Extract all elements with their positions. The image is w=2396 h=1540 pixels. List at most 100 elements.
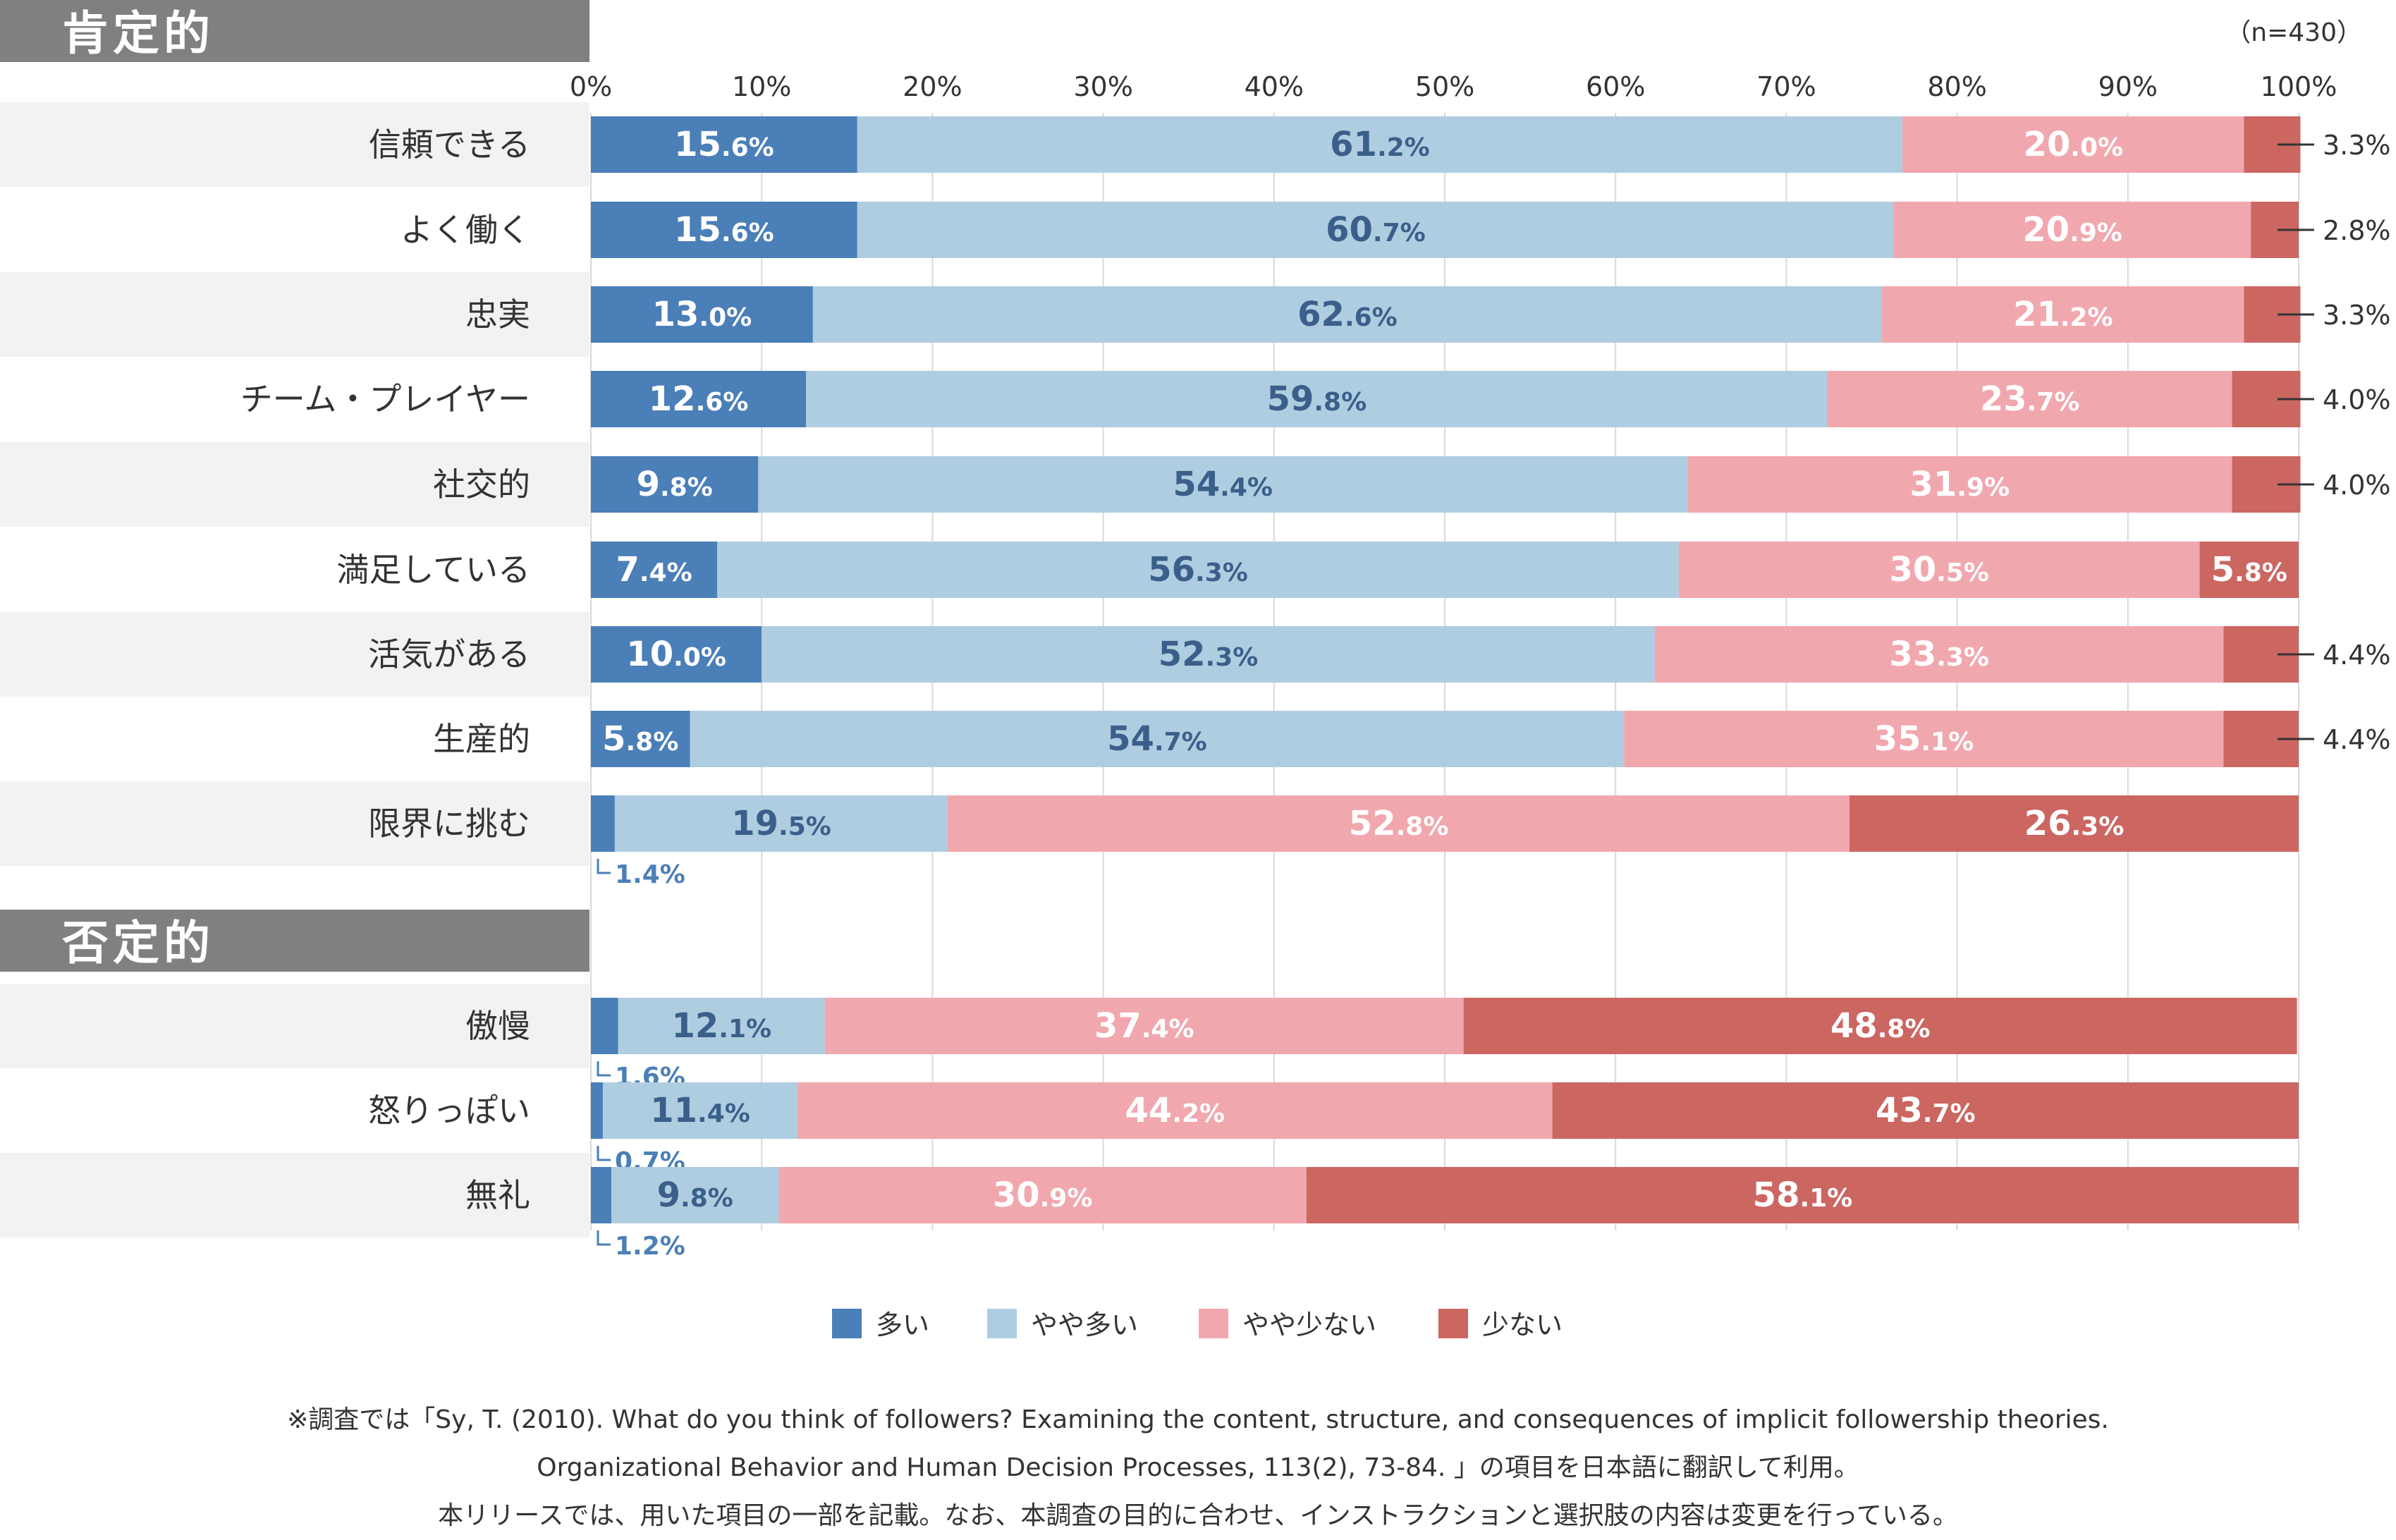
data-label: 4.0% (2323, 470, 2391, 501)
data-label: 58.1% (1753, 1175, 1853, 1215)
data-label: 23.7% (1980, 379, 2080, 419)
data-label: 44.2% (1125, 1091, 1225, 1130)
data-label: 30.9% (993, 1175, 1093, 1215)
category-label: 満足している (336, 551, 530, 589)
category-label: 無礼 (465, 1176, 530, 1214)
legend-swatch (987, 1309, 1017, 1338)
category-label: 社交的 (433, 465, 530, 503)
row-band (0, 1153, 589, 1238)
bar-segment (948, 795, 1850, 852)
bar-segment (857, 116, 1903, 173)
legend-label: やや少ない (1242, 1309, 1376, 1340)
row-band (0, 442, 589, 527)
data-label: 5.8% (602, 719, 678, 759)
row-band (0, 781, 589, 866)
data-label: 11.4% (650, 1091, 750, 1130)
bar-segment (591, 1167, 612, 1223)
bar-segment (591, 711, 690, 767)
bar-segment (1893, 202, 2251, 258)
row-band (0, 612, 589, 697)
bar-segment (778, 1167, 1307, 1223)
data-label: 52.8% (1349, 804, 1449, 843)
sample-size-label: （n=430） (2225, 18, 2362, 47)
category-label: 怒りっぽい (368, 1092, 530, 1130)
data-label: 3.3% (2323, 130, 2391, 161)
section-header-label: 肯定的 (62, 6, 214, 61)
leader-line (597, 1061, 611, 1077)
data-label: 1.2% (615, 1232, 685, 1261)
bars: 信頼できる 15.6% 61.2% 20.0% 3.3% よく働く 15.6% 60.7% 20… (240, 116, 2391, 1261)
data-label: 33.3% (1889, 635, 1989, 674)
category-label: 活気がある (368, 635, 530, 673)
legend-swatch (1199, 1309, 1228, 1338)
data-label: 54.7% (1107, 719, 1207, 759)
row-band (0, 272, 589, 357)
category-label: 傲慢 (465, 1007, 530, 1045)
data-label: 4.4% (2323, 724, 2391, 755)
data-label: 35.1% (1874, 719, 1974, 759)
bar-segment (717, 542, 1679, 598)
footnote-line: 本リリースでは、用いた項目の一部を記載。なお、本調査の目的に合わせ、インストラク… (438, 1501, 1958, 1530)
x-tick-label: 20% (903, 71, 962, 102)
data-label: 20.0% (2023, 125, 2123, 164)
bar-segment (591, 456, 759, 513)
row-bands (0, 102, 589, 1238)
row-band (0, 984, 589, 1068)
data-label: 60.7% (1326, 210, 1426, 250)
data-label: 31.9% (1909, 465, 2010, 504)
x-tick-label: 100% (2261, 71, 2337, 102)
bar-segment (591, 286, 813, 343)
data-label: 62.6% (1297, 295, 1398, 334)
data-label: 1.4% (615, 860, 685, 889)
leader-line (597, 859, 611, 874)
data-label: 13.0% (652, 295, 752, 334)
data-label: 52.3% (1159, 635, 1259, 674)
category-label: チーム・プレイヤー (240, 380, 530, 418)
footnote-line: ※調査では「Sy, T. (2010). What do you think o… (287, 1405, 2109, 1434)
data-label: 54.4% (1173, 465, 1273, 504)
bar-segment (591, 1082, 603, 1139)
bar-segment (611, 1167, 779, 1223)
category-label: 生産的 (433, 720, 530, 758)
bar-segment (591, 542, 718, 598)
section-header-bg (0, 910, 589, 972)
bar-segment (1882, 286, 2244, 343)
data-label: 20.9% (2022, 210, 2122, 250)
bar-segment (690, 711, 1625, 767)
data-label: 10.0% (626, 635, 726, 674)
category-label: よく働く (401, 211, 530, 249)
bar-segment (602, 1082, 798, 1139)
bar-segment (1306, 1167, 2299, 1223)
data-label: 9.8% (637, 465, 713, 504)
data-label: 61.2% (1330, 125, 1430, 164)
x-tick-label: 50% (1415, 71, 1474, 102)
bar-segment (618, 998, 825, 1054)
legend-swatch (832, 1309, 862, 1338)
x-tick-label: 90% (2098, 71, 2158, 102)
data-label: 21.2% (2013, 295, 2113, 334)
bar-segment (591, 795, 615, 852)
bar-segment (1902, 116, 2244, 173)
bar-segment (1624, 711, 2224, 767)
data-label: 15.6% (674, 125, 774, 164)
bar-segment (758, 456, 1687, 513)
category-label: 忠実 (465, 295, 530, 334)
bar-segment (591, 626, 762, 683)
section-header-label: 否定的 (62, 916, 214, 970)
bar-segment (1850, 795, 2299, 852)
data-label: 43.7% (1876, 1091, 1976, 1130)
data-label: 48.8% (1830, 1006, 1931, 1046)
bar-segment (812, 286, 1883, 343)
data-label: 4.4% (2323, 640, 2391, 671)
bar-segment (1687, 456, 2232, 513)
bar-segment (1827, 371, 2232, 427)
legend-label: 多い (876, 1309, 929, 1340)
bar-segment (2199, 542, 2299, 598)
data-label: 3.3% (2323, 300, 2391, 331)
x-tick-label: 60% (1586, 71, 1645, 102)
data-label: 7.4% (616, 550, 692, 589)
leader-line (597, 1146, 611, 1161)
data-label: 2.8% (2323, 215, 2391, 246)
